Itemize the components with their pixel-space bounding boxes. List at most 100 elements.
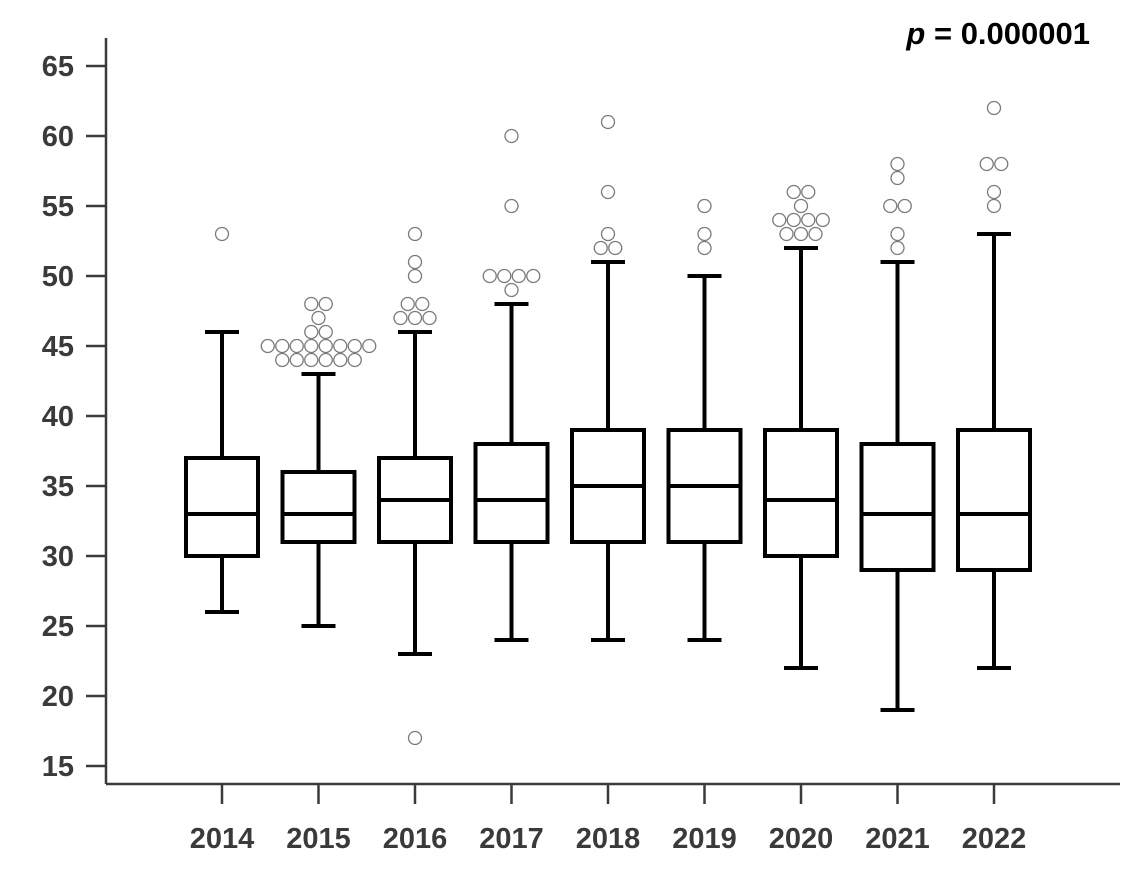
box-group: [859, 156, 936, 712]
outlier-point: [511, 268, 526, 284]
outlier-point: [697, 240, 712, 256]
outlier-point: [407, 730, 423, 746]
y-tick-label: 65: [42, 51, 74, 83]
y-axis: 15 20 25 30 35 40 45 50 55 60 65: [42, 38, 108, 784]
outlier-point: [526, 268, 541, 284]
boxes: [184, 100, 1032, 746]
outlier-point: [289, 352, 304, 368]
outlier-point: [793, 226, 809, 242]
outlier-point: [786, 184, 801, 200]
p-symbol: p: [905, 16, 925, 51]
x-ticks: 2014 2015 2016 2017 2018 2019 2020 2021 2022: [190, 784, 1027, 855]
outlier-point: [347, 338, 362, 354]
outlier-point: [808, 226, 823, 242]
outlier-point: [407, 268, 423, 284]
outlier-point: [697, 226, 712, 242]
outlier-point: [890, 226, 905, 242]
box-iqr: [763, 428, 839, 558]
outlier-point: [815, 212, 830, 228]
outlier-point: [772, 212, 787, 228]
box-group: [473, 128, 550, 642]
outlier-point: [890, 156, 905, 172]
outlier-point: [333, 338, 348, 354]
y-tick-label: 35: [42, 471, 74, 503]
outlier-point: [600, 184, 616, 200]
y-tick-label: 50: [42, 261, 74, 293]
x-tick-label: 2021: [865, 823, 930, 855]
x-tick-label: 2022: [962, 823, 1027, 855]
outlier-point: [883, 198, 898, 214]
y-ticks: 15 20 25 30 35 40 45 50 55 60 65: [42, 51, 106, 783]
outlier-point: [497, 268, 512, 284]
p-value-annotation: p = 0.000001: [905, 16, 1090, 51]
x-axis: 2014 2015 2016 2017 2018 2019 2020 2021 2022: [106, 782, 1120, 855]
outlier-point: [214, 226, 230, 242]
x-tick-label: 2019: [672, 823, 737, 855]
outlier-point: [362, 338, 377, 354]
outlier-point: [304, 296, 319, 312]
outlier-point: [994, 156, 1009, 172]
outlier-point: [986, 198, 1002, 214]
x-tick-label: 2020: [769, 823, 834, 855]
box-group: [260, 296, 377, 628]
box-iqr: [473, 442, 550, 544]
outlier-point: [593, 240, 608, 256]
outlier-point: [304, 352, 319, 368]
outlier-point: [504, 282, 519, 298]
box-iqr: [859, 442, 936, 572]
y-tick-label: 60: [42, 121, 74, 153]
outlier-point: [407, 226, 423, 242]
outlier-point: [275, 338, 290, 354]
outlier-point: [801, 212, 816, 228]
y-tick-label: 55: [42, 191, 74, 223]
outlier-point: [407, 254, 423, 270]
outlier-point: [318, 338, 333, 354]
y-tick-label: 20: [42, 681, 74, 713]
outlier-point: [986, 184, 1002, 200]
outlier-point: [600, 226, 616, 242]
outlier-point: [304, 324, 319, 340]
outlier-point: [318, 296, 333, 312]
outlier-point: [393, 310, 408, 326]
outlier-point: [779, 226, 794, 242]
x-tick-label: 2017: [479, 823, 544, 855]
box-group: [666, 198, 743, 642]
outlier-point: [482, 268, 497, 284]
outlier-point: [979, 156, 994, 172]
y-tick-label: 45: [42, 331, 74, 363]
x-tick-label: 2015: [286, 823, 351, 855]
outlier-point: [986, 100, 1002, 116]
outlier-point: [697, 198, 712, 214]
outlier-point: [304, 338, 319, 354]
y-tick-label: 25: [42, 611, 74, 643]
outlier-point: [890, 240, 905, 256]
outlier-point: [786, 212, 801, 228]
outlier-point: [504, 198, 519, 214]
outlier-point: [289, 338, 304, 354]
box-group: [956, 100, 1032, 670]
outlier-point: [318, 324, 333, 340]
outlier-point: [422, 310, 437, 326]
box-group: [570, 114, 646, 642]
y-tick-label: 30: [42, 541, 74, 573]
outlier-point: [793, 198, 809, 214]
x-tick-label: 2016: [383, 823, 448, 855]
outlier-point: [260, 338, 275, 354]
outlier-point: [801, 184, 816, 200]
outlier-point: [333, 352, 348, 368]
box-iqr: [280, 470, 357, 544]
outlier-point: [311, 310, 326, 326]
outlier-point: [347, 352, 362, 368]
box-group: [763, 184, 839, 670]
y-tick-label: 40: [42, 401, 74, 433]
x-tick-label: 2014: [190, 823, 255, 855]
outlier-point: [890, 170, 905, 186]
y-tick-label: 15: [42, 751, 74, 783]
outlier-point: [275, 352, 290, 368]
p-value-text: = 0.000001: [925, 16, 1090, 51]
x-tick-label: 2018: [576, 823, 641, 855]
outlier-point: [608, 240, 623, 256]
outlier-point: [504, 128, 519, 144]
box-group: [184, 226, 260, 614]
outlier-point: [897, 198, 912, 214]
